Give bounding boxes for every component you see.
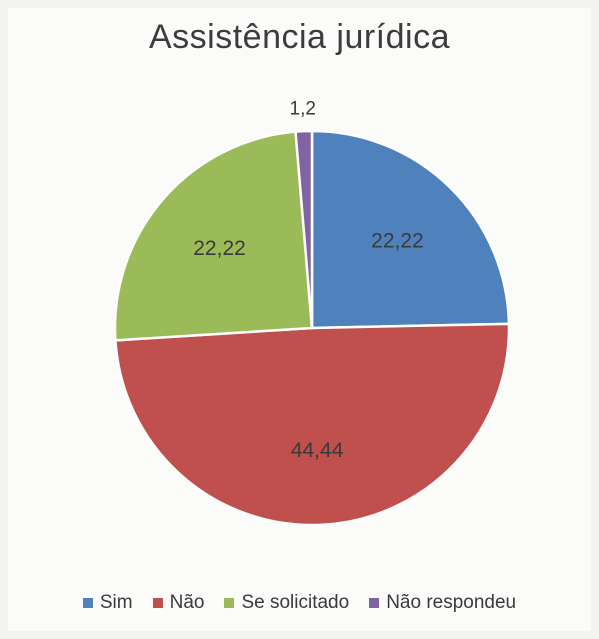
legend-item-sim: Sim	[82, 592, 133, 614]
legend-item-se-solicitado: Se solicitado	[224, 592, 349, 614]
legend-swatch-nao	[152, 598, 163, 608]
pie-slice-sim	[310, 129, 511, 330]
legend-swatch-se-solicitado	[224, 598, 235, 608]
pie-slice-se-solicitado	[113, 130, 314, 342]
legend-label-nao-respondeu: Não respondeu	[386, 592, 517, 613]
legend-swatch-sim	[82, 598, 93, 608]
data-label-nao-respondeu: 1,2	[290, 99, 316, 120]
pie-slice-nao	[114, 322, 511, 527]
data-label-nao: 44,44	[291, 439, 344, 462]
legend-swatch-nao-respondeu	[369, 598, 380, 608]
chart-legend: Sim Não Se solicitado Não respondeu	[0, 592, 599, 614]
pie-slice-nao-respondeu	[294, 129, 314, 329]
legend-label-se-solicitado: Se solicitado	[241, 592, 350, 613]
legend-label-sim: Sim	[99, 592, 133, 613]
legend-label-nao: Não	[169, 592, 205, 613]
data-label-se-solicitado: 22,22	[193, 237, 246, 260]
legend-item-nao-respondeu: Não respondeu	[369, 592, 516, 614]
legend-item-nao: Não	[152, 592, 205, 614]
chart-title: Assistência jurídica	[148, 18, 450, 56]
data-label-sim: 22,22	[371, 230, 424, 253]
